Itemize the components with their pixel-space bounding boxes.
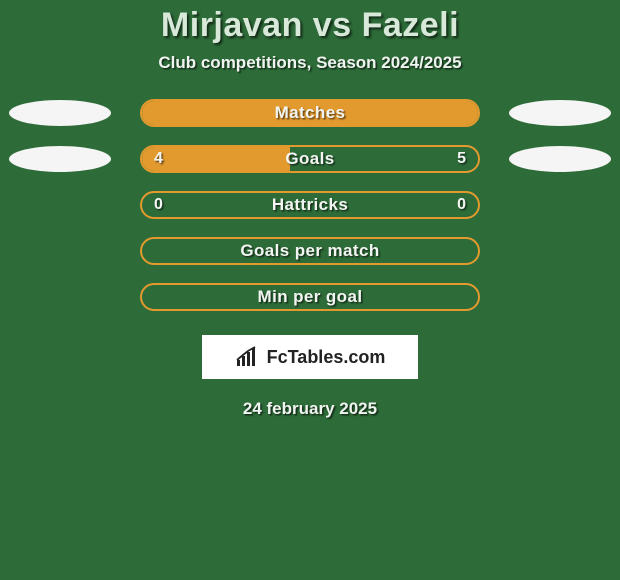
stat-value-left: 0 <box>154 196 163 214</box>
stat-label: Goals <box>285 149 334 169</box>
stat-bar: Matches <box>140 99 480 127</box>
stat-ellipse-right <box>509 146 611 172</box>
datestamp: 24 february 2025 <box>243 399 377 419</box>
stat-ellipse-left <box>9 146 111 172</box>
stat-row: Goals 4 5 <box>0 145 620 173</box>
stat-label: Min per goal <box>258 287 363 307</box>
subhead: Club competitions, Season 2024/2025 <box>158 53 461 73</box>
stat-bar: Min per goal <box>140 283 480 311</box>
stat-label: Matches <box>275 103 346 123</box>
infographic-frame: Mirjavan vs Fazeli Club competitions, Se… <box>0 0 620 580</box>
stat-bar: Goals 4 5 <box>140 145 480 173</box>
bar-chart-icon <box>235 346 261 368</box>
stat-row: Min per goal <box>0 283 620 311</box>
stat-row: Hattricks 0 0 <box>0 191 620 219</box>
headline: Mirjavan vs Fazeli <box>161 6 459 45</box>
stat-row: Goals per match <box>0 237 620 265</box>
stat-bar: Goals per match <box>140 237 480 265</box>
stat-rows: Matches Goals 4 5 Hattricks 0 0 <box>0 99 620 311</box>
stat-bar: Hattricks 0 0 <box>140 191 480 219</box>
stat-value-left: 4 <box>154 150 163 168</box>
stat-bar-fill <box>142 147 290 171</box>
stat-label: Goals per match <box>240 241 379 261</box>
stat-label: Hattricks <box>272 195 348 215</box>
brand-name: FcTables.com <box>267 347 386 368</box>
stat-ellipse-right <box>509 100 611 126</box>
stat-value-right: 5 <box>457 150 466 168</box>
stat-value-right: 0 <box>457 196 466 214</box>
brand-box: FcTables.com <box>202 335 418 379</box>
stat-ellipse-left <box>9 100 111 126</box>
stat-row: Matches <box>0 99 620 127</box>
